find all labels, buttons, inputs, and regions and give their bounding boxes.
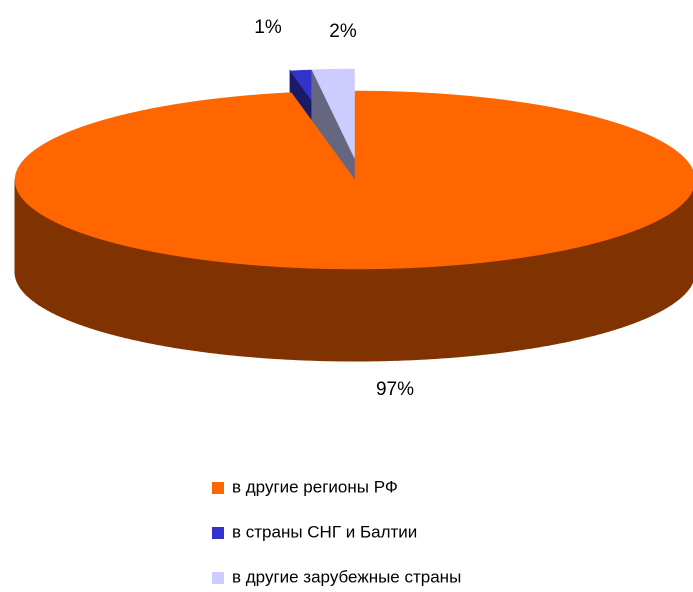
legend-label: в другие регионы РФ xyxy=(232,477,398,496)
slice-side xyxy=(538,252,549,348)
slice-side xyxy=(132,246,142,342)
slice-side xyxy=(46,217,53,314)
slice-side xyxy=(140,248,150,344)
slice-side xyxy=(190,257,201,352)
slice-side xyxy=(503,258,514,353)
slice-side xyxy=(512,256,523,352)
slice-side xyxy=(110,241,119,337)
slice-side xyxy=(671,208,676,306)
slice-side xyxy=(227,261,238,357)
slice-side xyxy=(586,242,595,338)
slice-side xyxy=(61,224,68,321)
slice-side xyxy=(607,236,616,333)
slice-side xyxy=(416,266,428,361)
slice-side xyxy=(555,249,565,345)
slice-side xyxy=(475,261,486,356)
slice-side xyxy=(547,251,557,346)
data-label: 2% xyxy=(329,21,357,42)
slice-side xyxy=(484,260,496,355)
slice-side xyxy=(265,265,277,360)
slice-side xyxy=(386,267,398,362)
slice-side xyxy=(35,209,40,306)
slice-side xyxy=(593,240,603,336)
slice-side xyxy=(124,244,134,340)
legend-label: в другие зарубежные страны xyxy=(232,567,461,586)
slice-side xyxy=(494,259,505,354)
slice-side xyxy=(579,244,588,340)
slice-side xyxy=(659,216,665,313)
slice-side xyxy=(217,260,229,356)
slice-side xyxy=(356,268,368,362)
slice-side xyxy=(644,223,651,320)
slice-side xyxy=(89,235,98,331)
slice-side xyxy=(667,211,673,308)
slice-side xyxy=(255,264,267,359)
slice-side xyxy=(56,221,63,318)
legend-swatch xyxy=(212,572,224,584)
slice-side xyxy=(173,254,183,350)
slice-side xyxy=(77,230,85,327)
slice-side xyxy=(117,243,126,339)
slice-side xyxy=(236,262,248,357)
slice-side xyxy=(530,254,540,349)
slice-side xyxy=(436,265,448,359)
slice-side xyxy=(315,267,327,362)
slice-side xyxy=(285,266,297,361)
slice-side xyxy=(148,250,158,345)
slice-side xyxy=(638,225,646,322)
slice-side xyxy=(156,251,166,347)
slice-side xyxy=(654,218,661,315)
slice-side xyxy=(627,230,635,326)
legend-swatch xyxy=(212,482,224,494)
slice-side xyxy=(295,267,307,361)
slice-side xyxy=(396,267,408,361)
slice-side xyxy=(51,219,58,316)
slice-side xyxy=(376,268,388,362)
slice-side xyxy=(199,258,210,353)
data-label: 1% xyxy=(254,17,282,38)
slice-side xyxy=(366,268,378,362)
slice-side xyxy=(208,259,219,355)
slice-side xyxy=(345,268,358,362)
slice-side xyxy=(103,239,112,335)
slice-side xyxy=(426,265,438,360)
slice-side xyxy=(563,247,573,343)
slice-side xyxy=(325,268,337,362)
slice-side xyxy=(456,263,467,358)
slice-side xyxy=(83,233,91,329)
slice-side xyxy=(71,228,79,325)
slice-side xyxy=(614,234,623,331)
slice xyxy=(14,90,693,270)
slice-side xyxy=(181,256,192,351)
slice-side xyxy=(275,266,287,360)
slice-side xyxy=(633,228,640,324)
slice-side xyxy=(446,264,458,359)
slice-side xyxy=(621,232,629,328)
slice-side xyxy=(465,262,477,357)
legend-swatch xyxy=(212,527,224,539)
data-label: 97% xyxy=(376,379,414,400)
slice-side xyxy=(601,238,609,334)
slice-side xyxy=(38,212,44,309)
slice-side xyxy=(164,253,175,348)
slice-side xyxy=(305,267,317,361)
slice-side xyxy=(406,266,418,361)
slice-side xyxy=(246,263,257,358)
legend-label: в страны СНГ и Балтии xyxy=(232,522,417,541)
slice-side xyxy=(335,268,347,362)
slice-side xyxy=(571,246,581,342)
slice-side xyxy=(96,237,105,333)
slice-side xyxy=(31,207,37,304)
slice-side xyxy=(663,213,669,311)
slice-side xyxy=(66,226,73,323)
slice xyxy=(311,68,355,159)
slice-side xyxy=(42,214,48,311)
slice-side xyxy=(521,255,532,351)
slice-side xyxy=(649,221,656,318)
